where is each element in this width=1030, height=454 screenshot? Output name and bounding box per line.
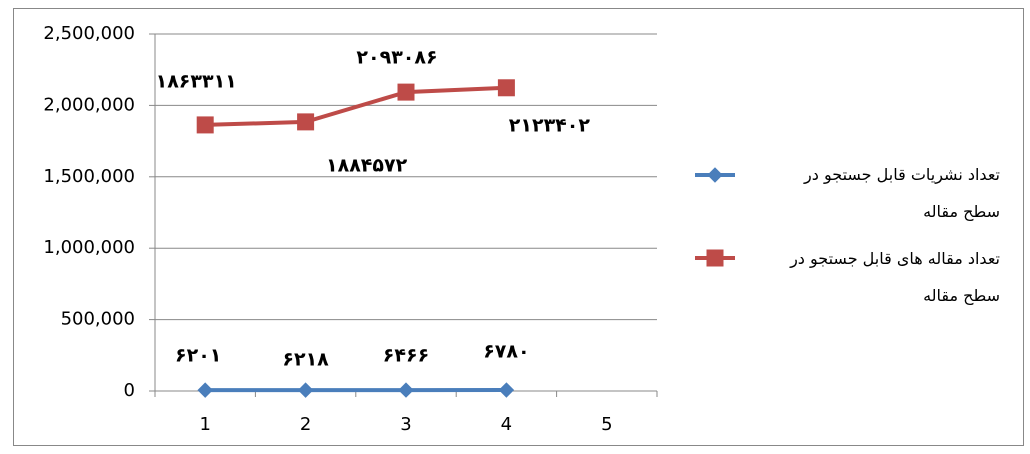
data-point: [197, 382, 213, 398]
data-point: [498, 382, 515, 398]
value-label: ۶۲۰۱: [175, 345, 221, 367]
legend-marker: [707, 167, 723, 183]
x-tick-label: 4: [501, 414, 512, 435]
legend-label: تعداد نشریات قابل جستجو در سطح مقاله: [804, 165, 1000, 221]
legend-marker: [706, 249, 724, 267]
y-tick-label: 2,000,000: [43, 94, 135, 115]
chart-border: [13, 8, 1024, 446]
data-point: [497, 79, 515, 97]
x-tick-label: 1: [199, 414, 210, 435]
x-tick-label: 5: [601, 414, 612, 435]
legend-label: تعداد مقاله های قابل جستجو در سطح مقاله: [790, 249, 1000, 305]
data-point: [297, 382, 314, 398]
data-point: [397, 83, 415, 101]
y-tick-label: 0: [124, 380, 135, 401]
value-label: ۱۸۶۳۳۱۱: [156, 70, 237, 92]
value-label: ۲۰۹۳۰۸۶: [356, 47, 437, 69]
data-point: [398, 382, 414, 398]
x-tick-label: 2: [300, 414, 311, 435]
x-tick-label: 3: [400, 414, 411, 435]
value-label: ۶۷۸۰: [483, 341, 529, 363]
series-line: [205, 85, 507, 127]
value-label: ۶۲۱۸: [282, 349, 329, 371]
value-label: ۲۱۲۳۴۰۲: [509, 114, 591, 136]
y-tick-label: 2,500,000: [43, 23, 135, 44]
y-tick-label: 1,000,000: [43, 237, 135, 258]
y-tick-label: 1,500,000: [43, 166, 135, 187]
value-label: ۱۸۸۴۵۷۲: [326, 154, 408, 176]
data-point: [196, 116, 214, 134]
y-tick-label: 500,000: [61, 309, 135, 330]
value-label: ۶۴۶۶: [383, 345, 429, 367]
data-point: [297, 113, 315, 131]
